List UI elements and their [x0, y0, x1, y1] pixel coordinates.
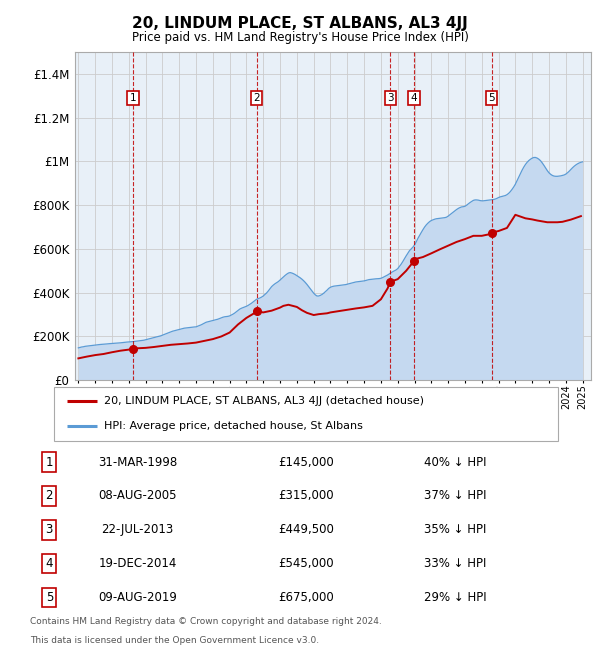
Text: 20, LINDUM PLACE, ST ALBANS, AL3 4JJ: 20, LINDUM PLACE, ST ALBANS, AL3 4JJ [132, 16, 468, 31]
Text: 37% ↓ HPI: 37% ↓ HPI [424, 489, 486, 502]
Text: £449,500: £449,500 [278, 523, 334, 536]
Text: 5: 5 [46, 591, 53, 604]
Text: Price paid vs. HM Land Registry's House Price Index (HPI): Price paid vs. HM Land Registry's House … [131, 31, 469, 44]
FancyBboxPatch shape [54, 387, 558, 441]
Text: 3: 3 [387, 93, 394, 103]
Text: 19-DEC-2014: 19-DEC-2014 [98, 557, 177, 570]
Text: 29% ↓ HPI: 29% ↓ HPI [424, 591, 487, 604]
Text: Contains HM Land Registry data © Crown copyright and database right 2024.: Contains HM Land Registry data © Crown c… [30, 618, 382, 627]
Text: 1: 1 [46, 456, 53, 469]
Text: £145,000: £145,000 [278, 456, 334, 469]
Text: 22-JUL-2013: 22-JUL-2013 [101, 523, 174, 536]
Text: 40% ↓ HPI: 40% ↓ HPI [424, 456, 486, 469]
Text: 09-AUG-2019: 09-AUG-2019 [98, 591, 177, 604]
Text: 4: 4 [46, 557, 53, 570]
Text: 5: 5 [488, 93, 495, 103]
Text: 33% ↓ HPI: 33% ↓ HPI [424, 557, 486, 570]
Text: £545,000: £545,000 [278, 557, 334, 570]
Text: 1: 1 [130, 93, 136, 103]
Text: 2: 2 [46, 489, 53, 502]
Text: 35% ↓ HPI: 35% ↓ HPI [424, 523, 486, 536]
Text: 08-AUG-2005: 08-AUG-2005 [98, 489, 177, 502]
Text: £315,000: £315,000 [278, 489, 334, 502]
Text: 20, LINDUM PLACE, ST ALBANS, AL3 4JJ (detached house): 20, LINDUM PLACE, ST ALBANS, AL3 4JJ (de… [104, 396, 424, 406]
Text: HPI: Average price, detached house, St Albans: HPI: Average price, detached house, St A… [104, 421, 363, 431]
Text: This data is licensed under the Open Government Licence v3.0.: This data is licensed under the Open Gov… [30, 636, 319, 645]
Text: 31-MAR-1998: 31-MAR-1998 [98, 456, 177, 469]
Text: £675,000: £675,000 [278, 591, 334, 604]
Text: 4: 4 [411, 93, 418, 103]
Text: 2: 2 [253, 93, 260, 103]
Text: 3: 3 [46, 523, 53, 536]
